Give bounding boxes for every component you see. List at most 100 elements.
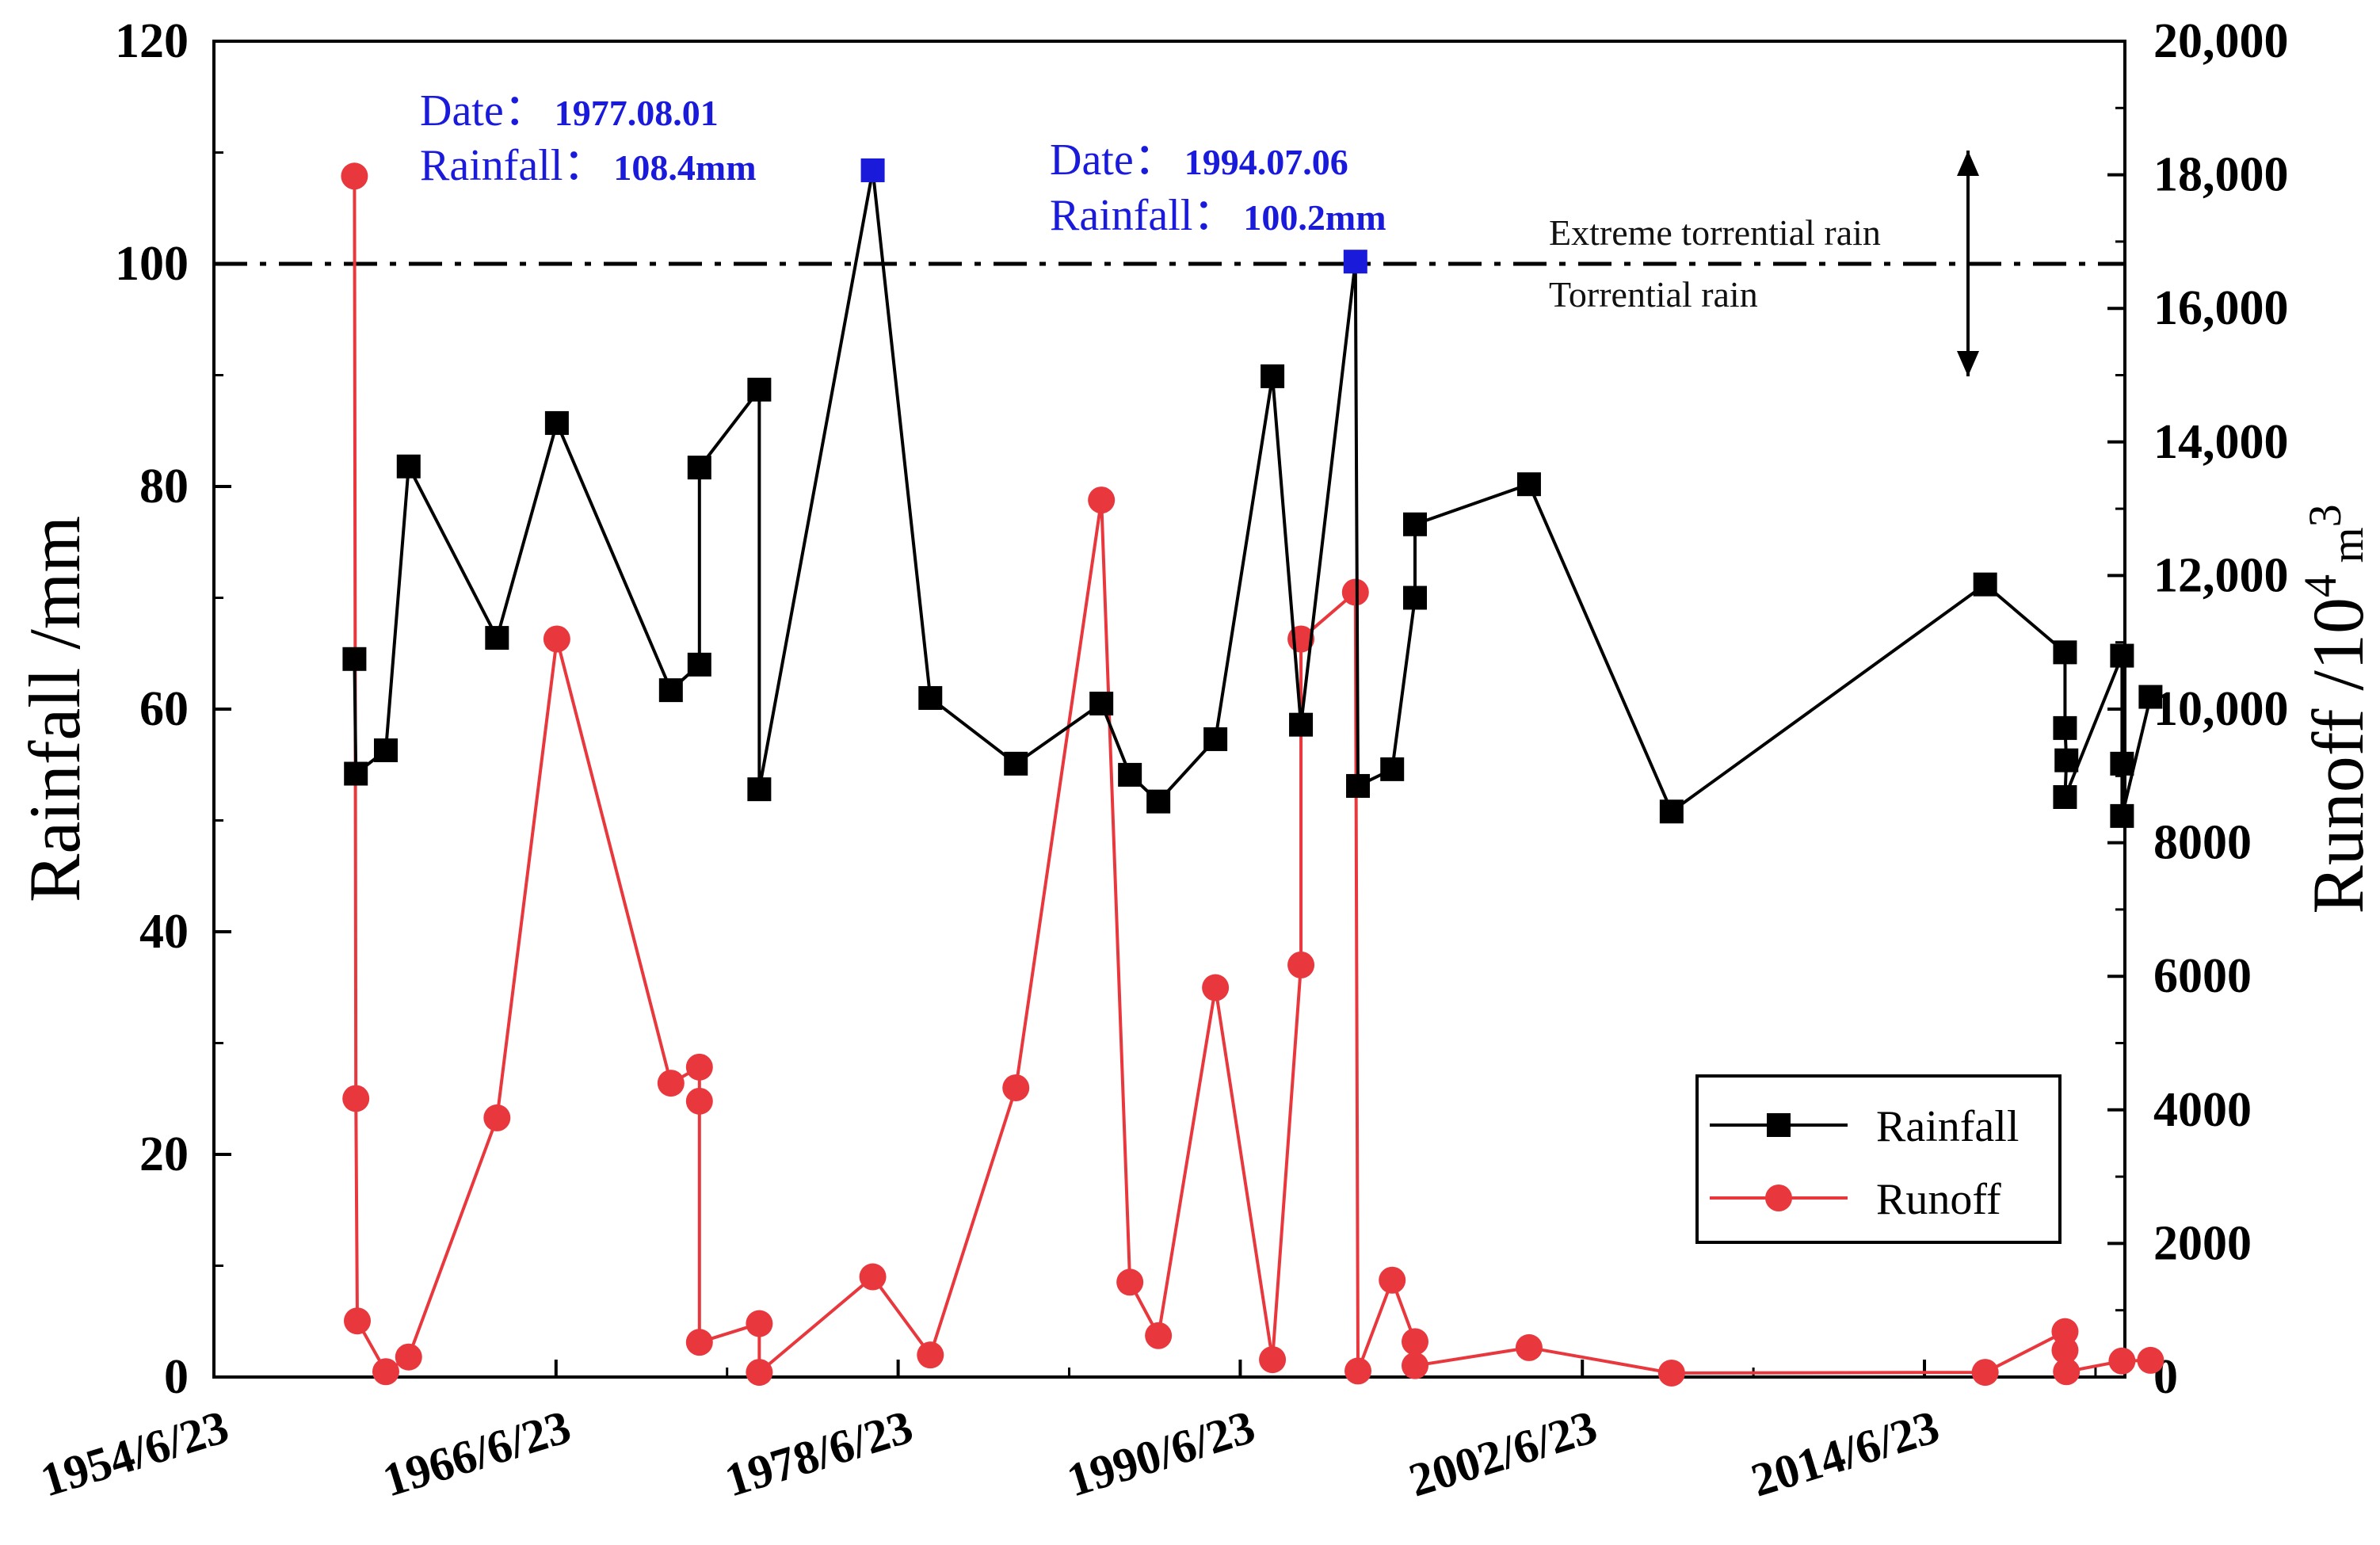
runoff-marker <box>1145 1322 1173 1349</box>
rainfall-marker <box>747 377 772 402</box>
rainfall-marker <box>1261 364 1285 388</box>
runoff-marker <box>1402 1352 1429 1379</box>
annotation-date-label: Date： <box>1050 135 1178 185</box>
rainfall-marker <box>1004 751 1028 776</box>
right-axis-title: Runoff /104 m3 <box>2294 504 2378 914</box>
right-tick-label: 10,000 <box>2153 682 2289 736</box>
rainfall-marker <box>1403 586 1428 610</box>
runoff-marker <box>341 162 368 190</box>
right-tick-label: 8000 <box>2153 816 2252 870</box>
runoff-marker <box>685 1087 713 1115</box>
rainfall-marker-highlight <box>1343 250 1367 274</box>
annotation-date-label: Date： <box>420 86 548 135</box>
runoff-marker <box>1088 486 1116 514</box>
rainfall-marker <box>344 761 368 786</box>
left-tick-label: 0 <box>164 1350 189 1404</box>
arrow-down-icon <box>1957 351 1979 376</box>
right-tick-label: 12,000 <box>2153 548 2289 602</box>
left-tick-label: 100 <box>115 237 189 291</box>
right-axis-title-main: Runoff /10 <box>2298 597 2378 914</box>
annotation-rainfall-label: Rainfall： <box>420 141 607 190</box>
rainfall-marker <box>1380 757 1405 781</box>
legend: Rainfall Runoff <box>1695 1074 2062 1244</box>
runoff-marker <box>1341 578 1369 606</box>
runoff-marker <box>657 1070 685 1097</box>
runoff-marker <box>372 1358 399 1386</box>
rainfall-marker <box>2053 784 2077 809</box>
legend-box <box>1695 1074 2062 1244</box>
rainfall-marker <box>1146 789 1171 814</box>
right-tick-label: 18,000 <box>2153 148 2289 202</box>
left-tick-label: 80 <box>139 460 189 513</box>
rainfall-marker <box>687 456 711 480</box>
runoff-marker <box>395 1343 422 1371</box>
right-axis-title-sup: 4 <box>2294 574 2346 597</box>
right-tick-label: 16,000 <box>2153 281 2289 335</box>
right-axis-title-unit: m <box>2321 527 2373 574</box>
x-tick-label: 1990/6/23 <box>1061 1400 1261 1506</box>
rainfall-marker <box>2110 643 2134 668</box>
right-tick-label: 2000 <box>2153 1216 2252 1270</box>
runoff-marker <box>1259 1346 1287 1374</box>
x-tick-label: 2014/6/23 <box>1745 1400 1945 1506</box>
runoff-marker <box>917 1341 944 1369</box>
annotation-rainfall: Rainfall： 108.4mm <box>420 141 757 190</box>
rainfall-marker-highlight <box>860 158 885 182</box>
rainfall-series <box>342 158 2163 828</box>
left-tick-label: 20 <box>139 1127 189 1181</box>
threshold-label-above: Extreme torrential rain <box>1549 212 1881 253</box>
annotation-rainfall-value: 100.2mm <box>1243 197 1386 238</box>
threshold-label-below: Torrential rain <box>1549 274 1758 315</box>
annotation-rainfall: Rainfall： 100.2mm <box>1050 191 1386 240</box>
runoff-marker <box>1379 1266 1406 1294</box>
runoff-marker <box>685 1329 713 1356</box>
annotation-rainfall-label: Rainfall： <box>1050 191 1237 240</box>
runoff-marker <box>1344 1357 1372 1385</box>
x-tick-label: 1966/6/23 <box>377 1400 577 1506</box>
runoff-marker <box>1657 1359 1685 1387</box>
runoff-line <box>353 176 2151 1375</box>
rainfall-marker <box>485 626 509 650</box>
runoff-series <box>341 162 2165 1387</box>
right-tick-label: 4000 <box>2153 1083 2252 1137</box>
right-axis-title-sup2: 3 <box>2299 504 2351 527</box>
x-tick-label: 1954/6/23 <box>35 1400 235 1506</box>
left-axis-title: Rainfall /mm <box>14 516 95 902</box>
runoff-marker <box>2051 1318 2079 1345</box>
right-tick-label: 14,000 <box>2153 415 2289 469</box>
runoff-marker <box>2053 1358 2081 1386</box>
legend-marker-runoff <box>1765 1184 1792 1211</box>
x-tick-label: 1978/6/23 <box>719 1400 918 1506</box>
runoff-marker <box>1287 951 1315 978</box>
annotation-date: Date： 1994.07.06 <box>1050 135 1348 185</box>
rainfall-marker <box>1118 762 1142 787</box>
rainfall-marker <box>1403 512 1428 536</box>
rainfall-marker <box>2138 685 2163 709</box>
runoff-marker <box>1002 1074 1030 1101</box>
rainfall-marker <box>1203 727 1228 751</box>
runoff-marker <box>2108 1347 2136 1375</box>
rainfall-marker <box>2110 803 2134 828</box>
rainfall-marker <box>2053 640 2077 665</box>
annotation-date-value: 1977.08.01 <box>555 93 719 133</box>
rainfall-marker <box>658 678 683 703</box>
runoff-marker <box>746 1359 773 1387</box>
runoff-marker <box>2051 1337 2079 1364</box>
runoff-marker <box>685 1053 713 1081</box>
rainfall-marker <box>1346 773 1371 798</box>
right-tick-label: 6000 <box>2153 949 2252 1003</box>
x-tick-label: 2002/6/23 <box>1403 1400 1603 1506</box>
runoff-marker <box>859 1263 887 1291</box>
rainfall-marker <box>1089 691 1114 715</box>
rainfall-marker <box>373 738 398 762</box>
runoff-marker <box>342 1085 370 1112</box>
left-tick-label: 120 <box>115 14 189 68</box>
rainfall-marker <box>2054 748 2079 772</box>
runoff-marker <box>343 1307 371 1335</box>
left-tick-label: 60 <box>139 682 189 736</box>
rainfall-marker <box>687 652 711 677</box>
rainfall-marker <box>544 410 569 435</box>
annotation-date: Date： 1977.08.01 <box>420 86 719 135</box>
